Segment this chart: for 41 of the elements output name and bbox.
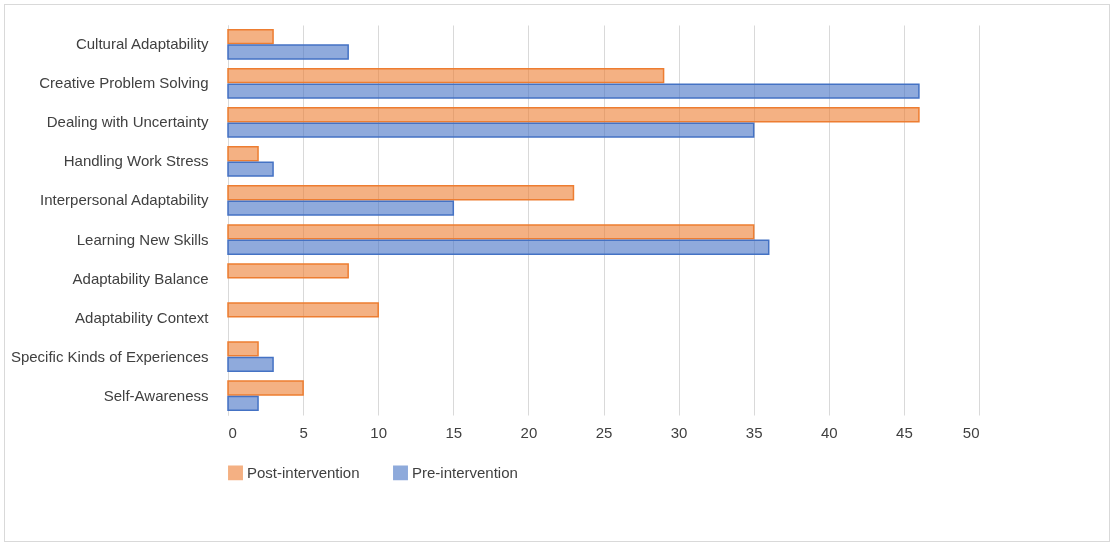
x-tick-label: 25 — [595, 423, 613, 441]
x-tick-label: 0 — [228, 423, 237, 441]
x-tick-label: 10 — [370, 423, 388, 441]
x-tick-label: 45 — [896, 423, 913, 441]
y-tick-label: Adaptability Context — [75, 308, 210, 326]
bar — [227, 146, 259, 162]
bar — [227, 185, 575, 201]
legend-label: Post-intervention — [247, 463, 360, 481]
bar — [227, 380, 304, 396]
x-tick-label: 5 — [299, 423, 308, 441]
bar — [227, 67, 665, 84]
bar — [227, 107, 920, 123]
bar — [227, 224, 755, 240]
bar — [227, 341, 259, 357]
y-tick-label: Specific Kinds of Experiences — [10, 347, 209, 365]
bar — [227, 83, 920, 99]
bar — [227, 200, 455, 216]
bar — [227, 161, 274, 177]
x-tick-label: 50 — [962, 423, 980, 441]
bar — [227, 395, 259, 412]
y-tick-label: Dealing with Uncertainty — [46, 113, 209, 131]
y-tick-label: Creative Problem Solving — [39, 74, 209, 92]
x-tick-label: 35 — [745, 423, 763, 441]
x-tick-label: 30 — [670, 423, 688, 441]
bar — [227, 28, 274, 45]
y-tick-label: Interpersonal Adaptability — [40, 191, 209, 209]
legend-label: Pre-intervention — [412, 463, 518, 481]
y-tick-label: Learning New Skills — [76, 230, 209, 248]
bar — [227, 356, 274, 373]
y-tick-label: Handling Work Stress — [63, 152, 209, 170]
x-tick-label: 15 — [445, 423, 463, 441]
y-tick-label: Self-Awareness — [103, 386, 209, 404]
bar — [227, 44, 349, 60]
x-tick-label: 40 — [820, 423, 838, 441]
y-tick-label: Adaptability Balance — [72, 269, 209, 287]
x-tick-label: 20 — [520, 423, 538, 441]
bar — [227, 263, 349, 279]
bar — [227, 122, 755, 138]
bar — [227, 239, 770, 255]
bar — [227, 302, 379, 318]
y-tick-label: Cultural Adaptability — [75, 35, 209, 53]
